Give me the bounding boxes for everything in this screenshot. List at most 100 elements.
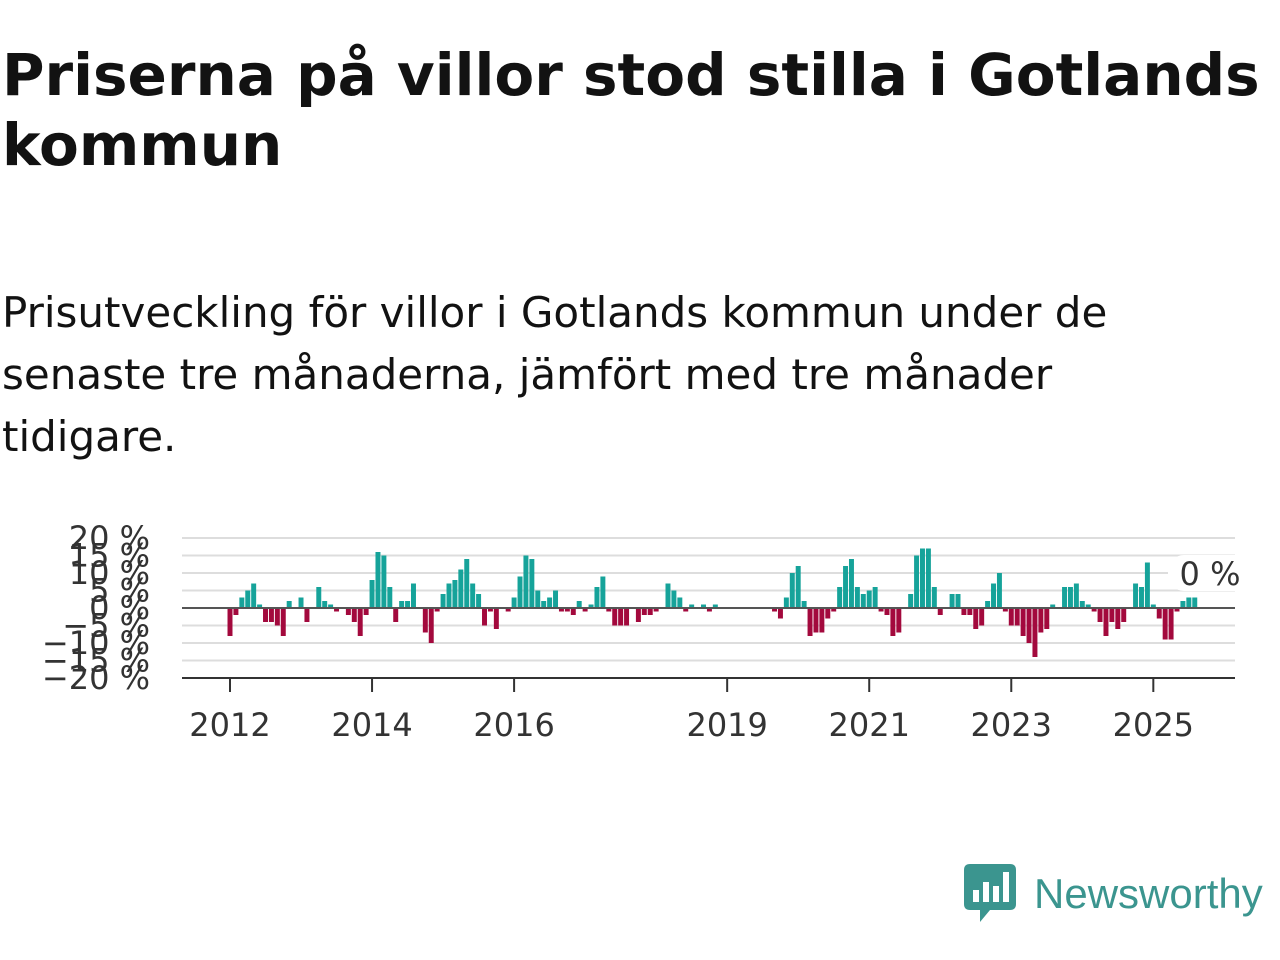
- x-tick-label: 2016: [473, 706, 554, 744]
- bar: [1032, 608, 1038, 657]
- bar: [1150, 604, 1156, 608]
- x-tick-label: 2012: [189, 706, 270, 744]
- bar: [1192, 597, 1198, 608]
- bar: [872, 587, 878, 608]
- bar: [1079, 601, 1085, 608]
- bar: [357, 608, 363, 636]
- bar: [511, 597, 517, 608]
- bar: [541, 601, 547, 608]
- bar: [1103, 608, 1109, 636]
- bar: [624, 608, 630, 626]
- bar: [1097, 608, 1103, 622]
- bar: [1091, 608, 1097, 612]
- bar: [268, 608, 274, 622]
- bar: [529, 559, 535, 608]
- bar: [434, 608, 440, 612]
- bar: [866, 590, 872, 608]
- bar: [635, 608, 641, 622]
- bar: [470, 583, 476, 608]
- bar: [801, 601, 807, 608]
- bar: [1020, 608, 1026, 636]
- bar: [653, 608, 659, 612]
- bar: [517, 576, 523, 608]
- bar: [564, 608, 570, 612]
- bar: [482, 608, 487, 626]
- bar: [985, 601, 991, 608]
- bar: [949, 594, 955, 608]
- bar: [979, 608, 985, 626]
- bar: [334, 608, 340, 612]
- bar: [239, 597, 245, 608]
- bar: [706, 608, 712, 612]
- bar: [860, 594, 866, 608]
- bar: [274, 608, 280, 626]
- y-tick-label: 20 %: [69, 519, 150, 557]
- bar: [908, 594, 914, 608]
- latest-value-label: 0 %: [1168, 555, 1252, 593]
- bar: [328, 604, 334, 608]
- bar: [523, 555, 529, 608]
- bar: [843, 566, 849, 608]
- bar: [1002, 608, 1008, 612]
- bar: [819, 608, 825, 633]
- bar: [505, 608, 511, 612]
- bar: [961, 608, 967, 615]
- bar: [446, 583, 452, 608]
- bar: [795, 566, 801, 608]
- x-tick-label: 2021: [829, 706, 910, 744]
- bar: [831, 608, 837, 612]
- bar: [227, 608, 233, 636]
- bar: [618, 608, 624, 626]
- bar: [813, 608, 819, 633]
- bar: [825, 608, 831, 619]
- bar: [671, 590, 677, 608]
- bar-chart: 20 %15 %10 %5 %0 %−5 %−10 %−15 %−20 % 20…: [42, 519, 1252, 744]
- bar: [582, 608, 588, 612]
- bar: [1174, 608, 1180, 612]
- bar: [1180, 601, 1186, 608]
- bar: [251, 583, 257, 608]
- bar: [233, 608, 239, 615]
- bar: [1026, 608, 1032, 643]
- bar-chart-speech-bubble-icon: [964, 864, 1016, 922]
- bar: [316, 587, 322, 608]
- bar: [381, 555, 387, 608]
- bar: [594, 587, 600, 608]
- latest-label-background: [1168, 555, 1252, 591]
- bar: [558, 608, 564, 612]
- bar: [1115, 608, 1121, 629]
- bar: [286, 601, 292, 608]
- bar: [712, 604, 718, 608]
- bar: [1008, 608, 1014, 626]
- y-tick-label: −5 %: [62, 607, 150, 645]
- x-axis-labels: 2012 2014 2016 2019 2021 2023 2025: [189, 678, 1194, 744]
- bar: [1014, 608, 1020, 626]
- bar: [837, 587, 843, 608]
- bar: [1138, 587, 1144, 608]
- bar: [399, 601, 405, 608]
- latest-value-text: 0 %: [1180, 555, 1241, 593]
- bar: [937, 608, 943, 615]
- x-tick-label: 2014: [331, 706, 412, 744]
- bar: [298, 597, 304, 608]
- y-tick-label: 0 %: [89, 589, 150, 627]
- bar: [263, 608, 268, 622]
- bar: [570, 608, 576, 615]
- bar: [245, 590, 251, 608]
- bar: [606, 608, 612, 612]
- bar: [991, 583, 997, 608]
- bar: [1144, 562, 1150, 608]
- bar: [665, 583, 671, 608]
- bar: [553, 590, 559, 608]
- bar: [920, 548, 925, 608]
- bar: [641, 608, 647, 615]
- bar: [973, 608, 979, 629]
- x-tick-label: 2019: [686, 706, 767, 744]
- bar: [789, 573, 795, 608]
- bar: [393, 608, 399, 622]
- bar: [1067, 587, 1073, 608]
- y-tick-label: 5 %: [89, 572, 150, 610]
- x-tick-label: 2025: [1113, 706, 1194, 744]
- bars: [227, 548, 1198, 657]
- y-tick-label: 10 %: [69, 554, 150, 592]
